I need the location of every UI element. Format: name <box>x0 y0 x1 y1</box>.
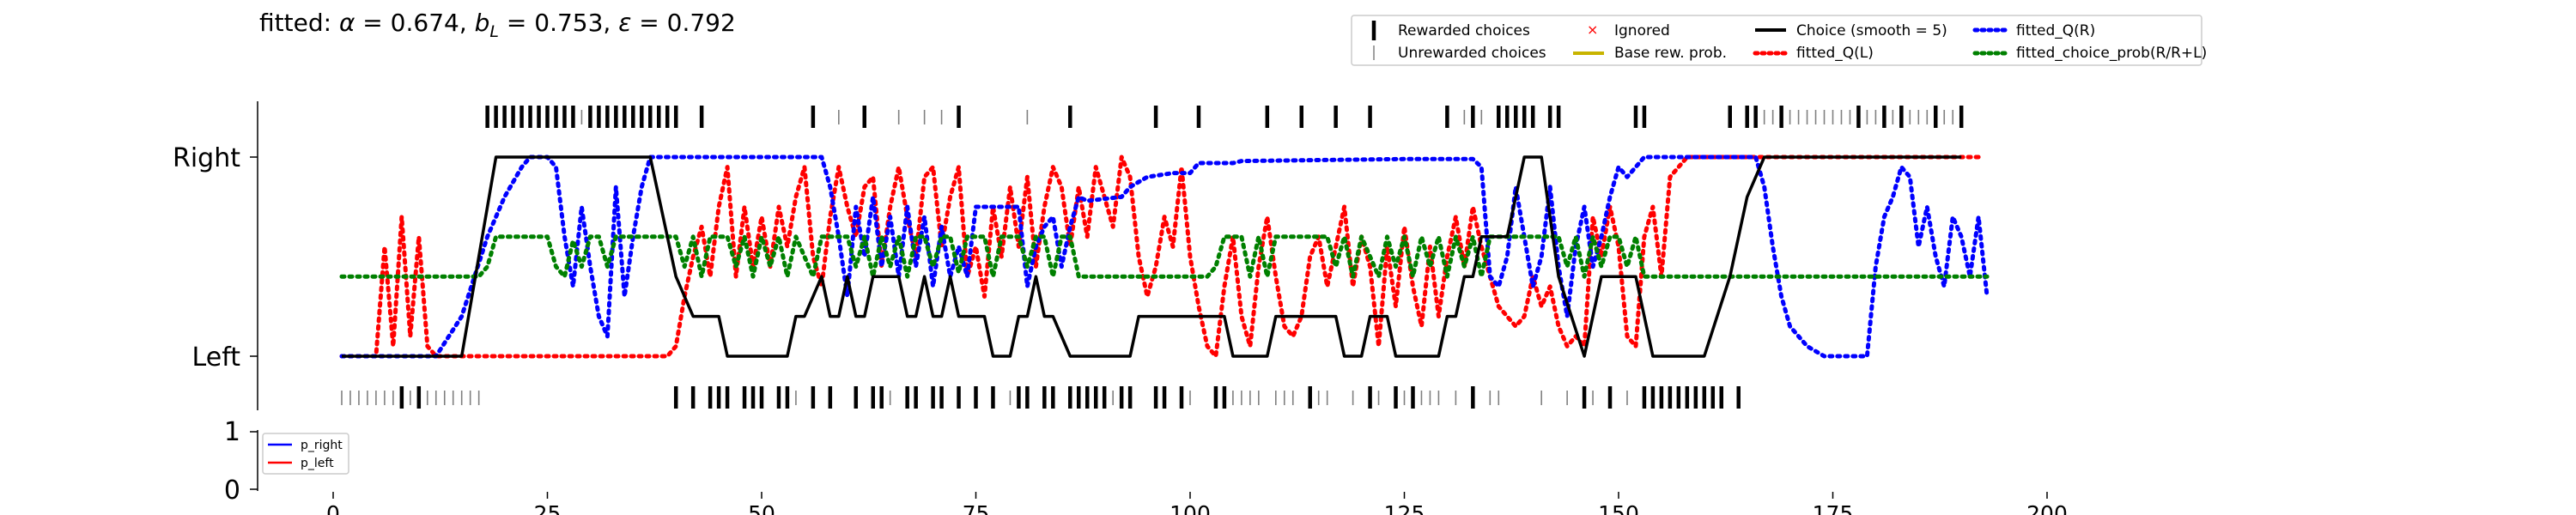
chart-title: fitted: α = 0.674, bL = 0.753, ε = 0.792 <box>259 9 736 41</box>
prob-legend-pleft-label: p_left <box>301 457 334 470</box>
x-axis: 0 25 50 75 100 125 150 175 200 <box>326 492 2068 515</box>
series-fitted-q-left <box>339 154 1981 359</box>
main-panel: Right Left <box>173 101 1990 410</box>
xtick-label: 175 <box>1813 501 1854 515</box>
legend-unrewarded-label: Unrewarded choices <box>1398 45 1546 62</box>
ytick-label-left: Left <box>192 342 241 373</box>
xtick-label: 0 <box>326 501 340 515</box>
probability-panel: 1 0 p_right p_left <box>224 417 349 506</box>
main-legend: Rewarded choices Unrewarded choices × Ig… <box>1351 15 2207 66</box>
xtick-label: 50 <box>748 501 775 515</box>
series-choice-smooth <box>342 155 1962 358</box>
legend-ignored-label: Ignored <box>1614 22 1670 39</box>
series-fitted-choice-prob <box>339 234 1990 279</box>
ytick-label-right: Right <box>173 143 240 173</box>
xtick-label: 75 <box>963 501 990 515</box>
xtick-label: 25 <box>534 501 562 515</box>
legend-rewarded-label: Rewarded choices <box>1398 22 1530 39</box>
xtick-label: 100 <box>1170 501 1211 515</box>
prob-ytick-label-0: 0 <box>224 476 240 506</box>
xtick-label: 150 <box>1598 501 1639 515</box>
legend-choice-label: Choice (smooth = 5) <box>1796 22 1947 39</box>
trial-tick-marks <box>341 106 1964 409</box>
legend-qleft-label: fitted_Q(L) <box>1796 45 1874 62</box>
series-fitted-q-right <box>339 154 1990 359</box>
legend-base-prob-label: Base rew. prob. <box>1614 45 1727 62</box>
legend-choiceprob-label: fitted_choice_prob(R/R+L) <box>2016 45 2207 62</box>
prob-legend-pright-label: p_right <box>301 439 343 452</box>
xtick-label: 125 <box>1384 501 1425 515</box>
prob-ytick-label-1: 1 <box>224 417 240 447</box>
legend-ignored-symbol: × <box>1587 21 1598 38</box>
legend-qright-label: fitted_Q(R) <box>2016 22 2095 39</box>
xtick-label: 200 <box>2026 501 2068 515</box>
